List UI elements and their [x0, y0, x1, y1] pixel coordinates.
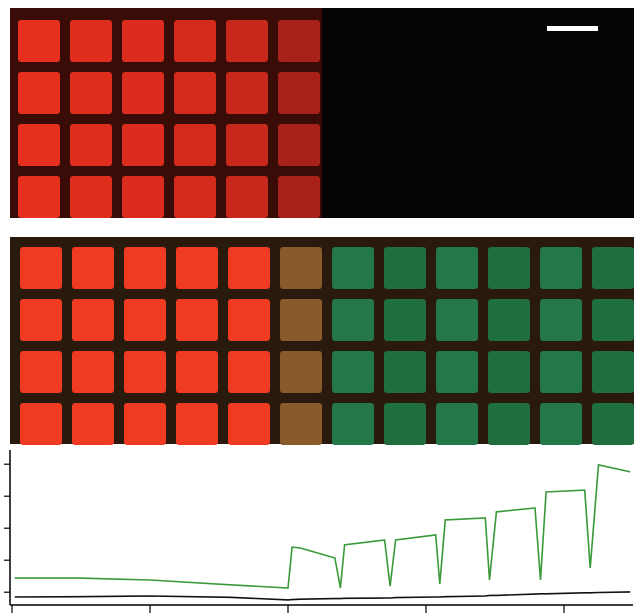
well: [20, 351, 62, 393]
well: [278, 124, 320, 166]
well: [174, 176, 216, 218]
well: [122, 20, 164, 62]
data-line: [15, 592, 630, 600]
well: [124, 351, 166, 393]
figure: [0, 0, 634, 614]
well: [280, 403, 322, 445]
well: [226, 124, 268, 166]
well: [228, 403, 270, 445]
well: [332, 351, 374, 393]
well: [226, 72, 268, 114]
well: [70, 20, 112, 62]
well: [540, 351, 582, 393]
well: [174, 72, 216, 114]
well: [278, 72, 320, 114]
well: [18, 176, 60, 218]
well: [124, 247, 166, 289]
well: [122, 124, 164, 166]
well: [278, 176, 320, 218]
well: [124, 403, 166, 445]
well: [174, 20, 216, 62]
well: [488, 403, 530, 445]
well: [20, 299, 62, 341]
well: [384, 403, 426, 445]
well: [592, 299, 634, 341]
well: [18, 72, 60, 114]
well: [72, 299, 114, 341]
micrographs: [10, 8, 634, 445]
well: [280, 247, 322, 289]
well: [488, 351, 530, 393]
well: [332, 403, 374, 445]
well: [228, 247, 270, 289]
data-line: [15, 465, 630, 588]
well: [540, 403, 582, 445]
well: [176, 299, 218, 341]
well: [592, 351, 634, 393]
well: [122, 176, 164, 218]
well: [70, 72, 112, 114]
well: [436, 351, 478, 393]
well: [174, 124, 216, 166]
well: [280, 299, 322, 341]
well: [384, 299, 426, 341]
well: [226, 176, 268, 218]
well: [20, 247, 62, 289]
scale-bar: [547, 26, 598, 31]
well: [176, 351, 218, 393]
well: [176, 247, 218, 289]
well: [228, 351, 270, 393]
well: [72, 403, 114, 445]
well: [436, 247, 478, 289]
well: [278, 20, 320, 62]
well: [124, 299, 166, 341]
well: [592, 403, 634, 445]
well: [280, 351, 322, 393]
well: [122, 72, 164, 114]
well: [488, 299, 530, 341]
well: [332, 299, 374, 341]
well: [20, 403, 62, 445]
well: [18, 124, 60, 166]
well: [226, 20, 268, 62]
well: [70, 124, 112, 166]
well: [540, 247, 582, 289]
well: [332, 247, 374, 289]
well: [592, 247, 634, 289]
well: [18, 20, 60, 62]
well: [228, 299, 270, 341]
well: [70, 176, 112, 218]
well: [72, 247, 114, 289]
well: [436, 403, 478, 445]
well: [488, 247, 530, 289]
well: [384, 247, 426, 289]
well: [176, 403, 218, 445]
well: [72, 351, 114, 393]
well: [384, 351, 426, 393]
well: [540, 299, 582, 341]
well: [436, 299, 478, 341]
